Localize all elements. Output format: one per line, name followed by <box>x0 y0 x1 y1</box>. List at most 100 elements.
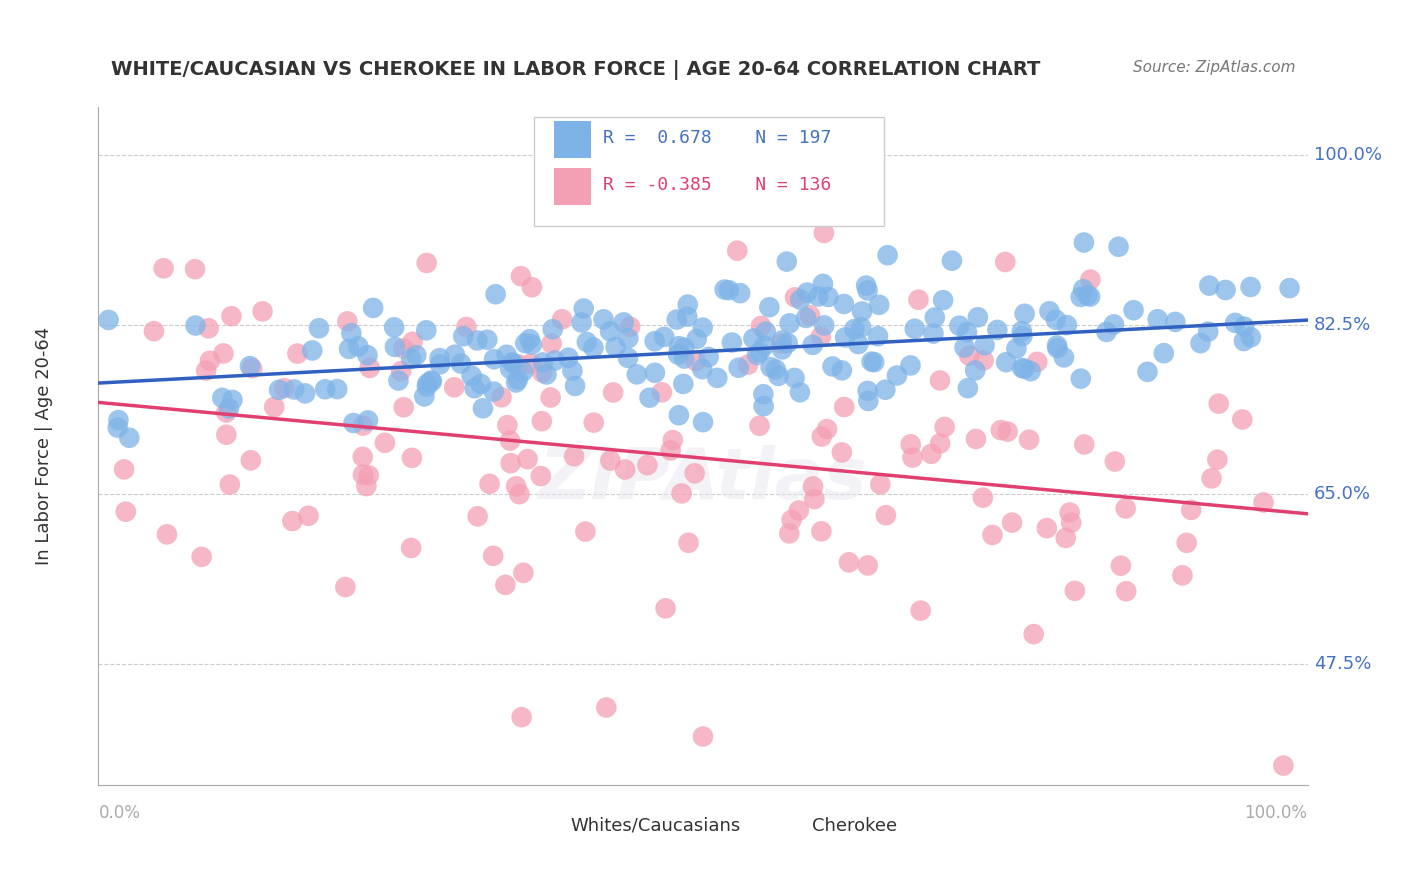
Point <box>1208 397 1230 411</box>
Point <box>713 283 735 297</box>
Point <box>754 338 776 352</box>
Point <box>444 348 467 362</box>
Point <box>392 342 415 356</box>
Point <box>1070 372 1092 386</box>
Point <box>456 320 478 334</box>
Point <box>1071 282 1094 296</box>
Point <box>592 312 614 326</box>
Point <box>799 309 821 323</box>
Point <box>765 362 787 376</box>
Point <box>1136 365 1159 379</box>
Point <box>211 391 233 405</box>
Point <box>789 385 811 400</box>
Point <box>856 384 879 398</box>
Point <box>752 399 775 413</box>
Point <box>1011 324 1033 338</box>
Point <box>357 468 380 483</box>
Point <box>582 416 605 430</box>
Point <box>1272 758 1295 772</box>
Point <box>197 321 219 335</box>
Point <box>1011 361 1033 376</box>
Point <box>1115 584 1137 599</box>
Text: R =  0.678    N = 197: R = 0.678 N = 197 <box>603 128 831 146</box>
Point <box>995 355 1018 369</box>
Point <box>683 467 706 481</box>
Point <box>387 374 409 388</box>
Point <box>501 356 523 370</box>
Point <box>118 431 141 445</box>
Point <box>347 339 370 353</box>
Point <box>676 297 699 311</box>
Point <box>416 379 439 393</box>
Point <box>956 381 979 395</box>
Point <box>519 332 541 346</box>
Point <box>1232 412 1254 426</box>
Point <box>652 330 675 344</box>
Point <box>636 458 658 472</box>
Point <box>389 364 412 378</box>
Point <box>429 351 451 366</box>
Point <box>817 290 839 304</box>
Point <box>676 310 699 324</box>
Point <box>599 453 621 467</box>
Point <box>834 330 856 344</box>
Point <box>520 280 543 294</box>
Point <box>755 325 778 339</box>
Point <box>831 445 853 459</box>
Point <box>499 434 522 448</box>
Point <box>530 469 553 483</box>
Text: 0.0%: 0.0% <box>98 805 141 822</box>
Point <box>787 503 810 517</box>
Point <box>907 293 929 307</box>
Point <box>831 363 853 377</box>
Point <box>780 513 803 527</box>
Point <box>1076 288 1098 302</box>
Point <box>832 400 855 414</box>
Point <box>697 350 720 364</box>
Point <box>965 432 987 446</box>
Point <box>678 535 700 549</box>
Text: R = -0.385    N = 136: R = -0.385 N = 136 <box>603 176 831 194</box>
Point <box>617 331 640 345</box>
Point <box>308 321 330 335</box>
Point <box>956 325 979 339</box>
Point <box>990 423 1012 437</box>
Point <box>1240 330 1263 344</box>
Point <box>1278 281 1301 295</box>
Point <box>429 357 451 371</box>
Point <box>725 244 748 258</box>
Point <box>399 541 422 555</box>
Point <box>973 338 995 352</box>
Point <box>212 346 235 360</box>
Point <box>471 401 494 416</box>
Point <box>910 604 932 618</box>
Point <box>544 353 567 368</box>
Point <box>1014 361 1036 376</box>
Point <box>900 437 922 451</box>
Point <box>745 348 768 362</box>
Point <box>813 318 835 333</box>
Point <box>551 312 574 326</box>
Point <box>813 226 835 240</box>
Point <box>107 413 129 427</box>
Point <box>1201 471 1223 485</box>
Point <box>453 329 475 343</box>
Point <box>1019 364 1042 378</box>
Point <box>965 363 987 377</box>
Bar <box>763 812 800 839</box>
Point <box>776 336 799 351</box>
Point <box>810 524 832 539</box>
Point <box>267 383 290 397</box>
Point <box>482 384 505 399</box>
Point <box>748 418 770 433</box>
Point <box>654 601 676 615</box>
Bar <box>554 120 591 158</box>
Point <box>748 344 770 359</box>
Point <box>876 248 898 262</box>
Point <box>851 304 873 318</box>
Point <box>416 376 439 391</box>
Point <box>856 284 879 298</box>
Point <box>252 304 274 318</box>
Point <box>613 315 636 329</box>
Point <box>638 391 661 405</box>
